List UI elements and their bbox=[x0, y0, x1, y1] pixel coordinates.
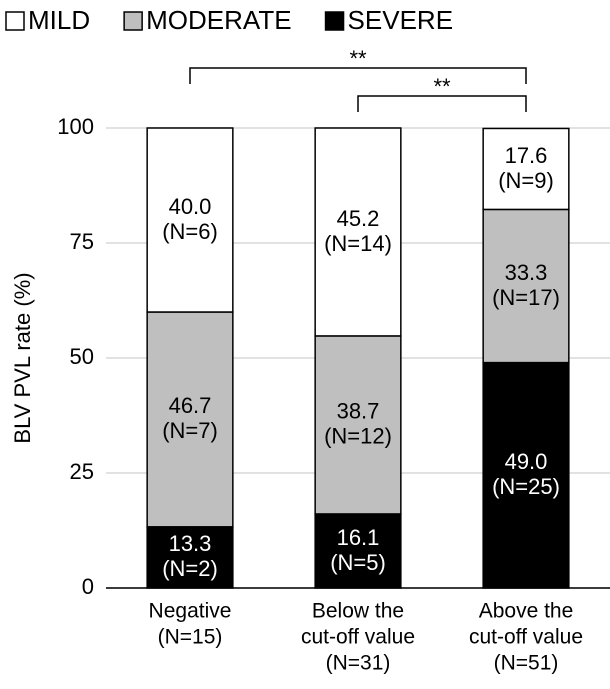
y-axis-label: BLV PVL rate (%) bbox=[10, 272, 35, 443]
legend-label: MODERATE bbox=[146, 5, 291, 35]
count-label: (N=9) bbox=[498, 168, 554, 193]
data-label: 17.6 bbox=[505, 143, 548, 168]
count-label: (N=14) bbox=[324, 231, 392, 256]
legend-swatch bbox=[324, 11, 345, 31]
x-tick-label: (N=51) bbox=[494, 652, 559, 675]
significance-bracket bbox=[189, 67, 527, 84]
bar-segment bbox=[482, 127, 570, 211]
x-tick-label: Above the bbox=[479, 600, 574, 623]
data-label: 33.3 bbox=[505, 260, 548, 285]
legend-label: MILD bbox=[28, 5, 90, 35]
data-label: 16.1 bbox=[337, 525, 380, 550]
bar-segment bbox=[482, 361, 570, 589]
x-tick-label: cut-off value bbox=[301, 626, 415, 649]
y-tick-label: 0 bbox=[82, 574, 94, 599]
data-label: 49.0 bbox=[505, 449, 548, 474]
bar-segment bbox=[314, 335, 402, 515]
bar-segment bbox=[314, 127, 402, 337]
data-label: 40.0 bbox=[169, 194, 212, 219]
legend-swatch bbox=[123, 11, 143, 31]
y-tick-label: 75 bbox=[70, 229, 94, 254]
count-label: (N=25) bbox=[492, 474, 560, 499]
x-tick-label: cut-off value bbox=[469, 626, 583, 649]
significance-bracket bbox=[357, 95, 527, 112]
count-label: (N=12) bbox=[324, 424, 392, 449]
bar-segment bbox=[482, 208, 570, 364]
x-tick-label: Negative bbox=[149, 600, 232, 623]
bar-segment bbox=[146, 311, 234, 528]
count-label: (N=5) bbox=[330, 550, 386, 575]
data-label: 45.2 bbox=[337, 206, 380, 231]
significance-label: ** bbox=[433, 74, 451, 99]
x-tick-label: (N=31) bbox=[326, 652, 391, 675]
bar-segment bbox=[146, 526, 234, 589]
count-label: (N=6) bbox=[162, 219, 218, 244]
y-tick-label: 50 bbox=[70, 344, 94, 369]
x-tick-label: Below the bbox=[312, 600, 404, 623]
data-label: 13.3 bbox=[169, 531, 212, 556]
x-tick-label: (N=15) bbox=[158, 626, 223, 649]
count-label: (N=17) bbox=[492, 285, 560, 310]
y-tick-label: 100 bbox=[57, 114, 94, 139]
y-tick-label: 25 bbox=[70, 459, 94, 484]
count-label: (N=7) bbox=[162, 418, 218, 443]
data-label: 38.7 bbox=[337, 399, 380, 424]
data-label: 46.7 bbox=[169, 393, 212, 418]
count-label: (N=2) bbox=[162, 556, 218, 581]
significance-label: ** bbox=[349, 46, 367, 71]
bar-segment bbox=[146, 127, 234, 313]
legend-label: SEVERE bbox=[348, 5, 454, 35]
legend-swatch bbox=[5, 11, 25, 31]
